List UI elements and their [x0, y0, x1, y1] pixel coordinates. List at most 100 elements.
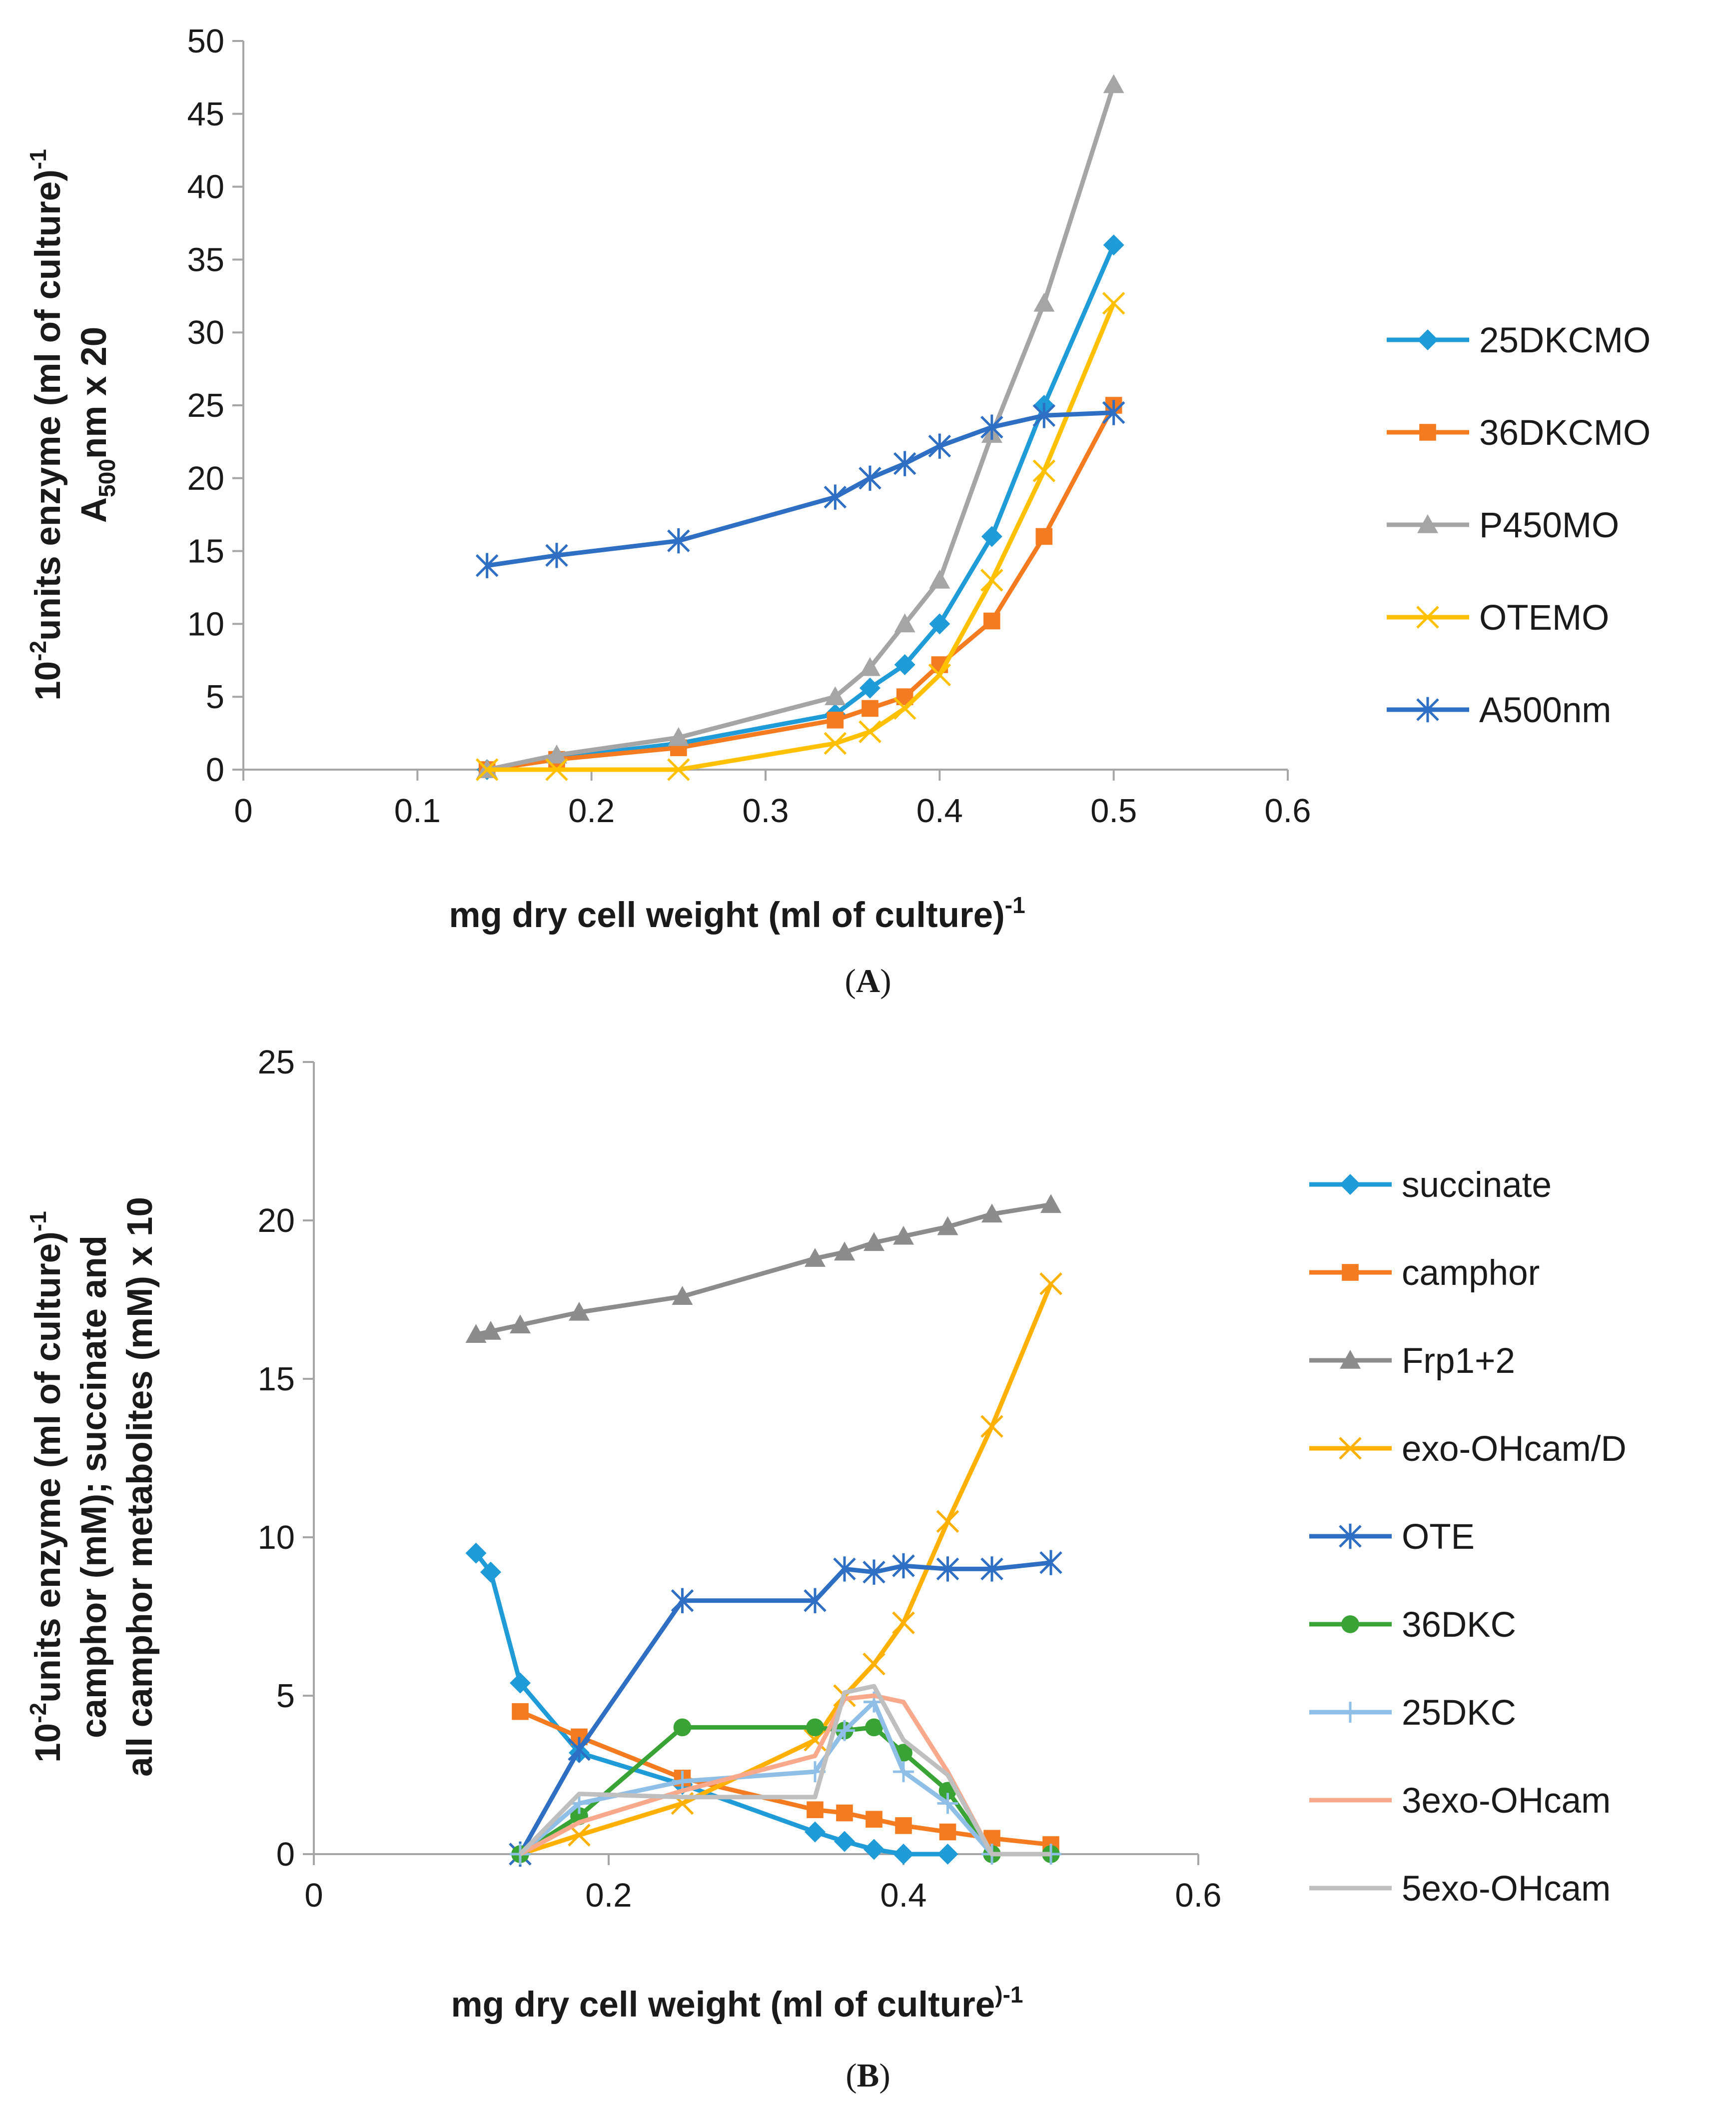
data-point [894, 613, 915, 633]
data-point [936, 1556, 959, 1582]
data-point [673, 1718, 692, 1737]
data-point [893, 697, 916, 720]
data-point [825, 686, 846, 705]
chart-b-legend: succinate camphor Frp1+2 exo-OHcam/D OTE 36DK… [1309, 1165, 1627, 1909]
x-tick-label: 0.6 [1175, 1877, 1221, 1914]
data-point [893, 451, 916, 476]
data-point [862, 700, 878, 717]
data-point [545, 543, 568, 568]
legend-marker [1340, 1350, 1361, 1369]
data-point [980, 1415, 1003, 1438]
legend-label: P450MO [1479, 506, 1619, 545]
data-point [893, 1844, 914, 1865]
chart-b-series [465, 1194, 1062, 1867]
legend-marker [1341, 1615, 1359, 1633]
data-point [929, 569, 950, 589]
chart-b-x-axis-title: mg dry cell weight (ml of culture)-1 [451, 1982, 1023, 2025]
legend-item: OTE [1309, 1517, 1475, 1557]
data-point [928, 663, 951, 687]
data-point [480, 1320, 501, 1340]
data-point [805, 1248, 826, 1267]
data-point [1032, 403, 1056, 428]
legend-label: 36DKCMO [1479, 413, 1651, 453]
y-tick-label: 10 [187, 605, 224, 643]
data-point [893, 1761, 914, 1783]
series-exo-ohcam-d [509, 1272, 1062, 1866]
series-line [474, 1551, 948, 1857]
data-point [981, 526, 1002, 547]
chart-a-series [475, 74, 1125, 781]
legend-marker [1416, 697, 1439, 723]
legend-marker [1339, 1523, 1362, 1549]
y-tick-label: 15 [257, 1360, 295, 1398]
data-point [546, 744, 567, 764]
legend-marker [1419, 424, 1436, 441]
legend-item: OTEMO [1387, 598, 1609, 638]
data-point [807, 1801, 824, 1819]
data-point [480, 1561, 501, 1583]
data-point [1039, 1550, 1062, 1575]
data-point [1035, 528, 1053, 545]
legend-item: Frp1+2 [1309, 1341, 1515, 1381]
data-point [894, 654, 915, 676]
data-point [1039, 1272, 1062, 1295]
data-point [834, 1720, 855, 1741]
data-point [671, 1588, 694, 1613]
data-point [465, 1542, 487, 1564]
y-tick-label: 0 [276, 1836, 295, 1873]
chart-b: 0 5 10 15 20 25 0 0.2 0.4 0.6 succinate camphor Frp… [25, 1044, 1627, 2094]
data-point [475, 553, 499, 578]
chart-b-axes: 0 5 10 15 20 25 0 0.2 0.4 0.6 [257, 1044, 1221, 1914]
data-point [475, 758, 499, 781]
chart-a-panel-label: (A) [845, 963, 891, 1000]
x-tick-label: 0.5 [1090, 792, 1137, 830]
legend-item: succinate [1309, 1165, 1552, 1205]
data-point [510, 1314, 531, 1334]
data-point [1103, 234, 1124, 256]
data-point [980, 414, 1003, 440]
data-point [1103, 74, 1124, 93]
data-point [824, 484, 847, 510]
data-point [939, 1823, 956, 1841]
data-point [569, 1301, 590, 1321]
legend-label: OTE [1402, 1517, 1475, 1557]
data-point [512, 1703, 529, 1720]
data-point [1102, 292, 1125, 315]
y-tick-label: 35 [187, 241, 224, 278]
legend-marker [1342, 1264, 1359, 1281]
data-point [668, 727, 689, 746]
x-tick-label: 0.4 [880, 1877, 926, 1914]
legend-label: exo-OHcam/D [1402, 1429, 1627, 1469]
legend-marker [1339, 1437, 1362, 1460]
data-point [672, 1771, 693, 1792]
data-point [1032, 459, 1056, 482]
legend-item: exo-OHcam/D [1309, 1429, 1627, 1469]
data-point [860, 677, 880, 699]
legend-label: A500nm [1479, 691, 1611, 730]
legend-label: Frp1+2 [1402, 1341, 1515, 1381]
y-tick-label: 15 [187, 533, 224, 570]
series-line [487, 404, 1116, 772]
legend-label: 25DKC [1402, 1693, 1516, 1733]
legend-label: 5exo-OHcam [1402, 1869, 1611, 1909]
series-line [519, 1709, 1051, 1847]
series-p450mo [476, 74, 1124, 778]
x-tick-label: 0 [234, 792, 252, 830]
y-tick-label: 20 [187, 460, 224, 497]
chart-b-panel-label: (B) [846, 2057, 890, 2094]
legend-item: 25DKCMO [1387, 321, 1651, 360]
series-36dkc [511, 1718, 1060, 1863]
y-tick-label: 5 [276, 1677, 295, 1715]
legend-label: OTEMO [1479, 598, 1609, 638]
data-point [980, 569, 1003, 592]
legend-marker [1417, 329, 1438, 350]
data-point [860, 657, 880, 676]
legend-marker [1416, 606, 1439, 629]
data-point [937, 1216, 958, 1235]
legend-item: 36DKCMO [1387, 413, 1651, 453]
legend-item: 36DKC [1309, 1605, 1516, 1645]
data-point [937, 1793, 958, 1814]
y-tick-label: 30 [187, 314, 224, 351]
chart-b-y-title-line2: camphor (mM); succinate and [74, 1235, 114, 1738]
